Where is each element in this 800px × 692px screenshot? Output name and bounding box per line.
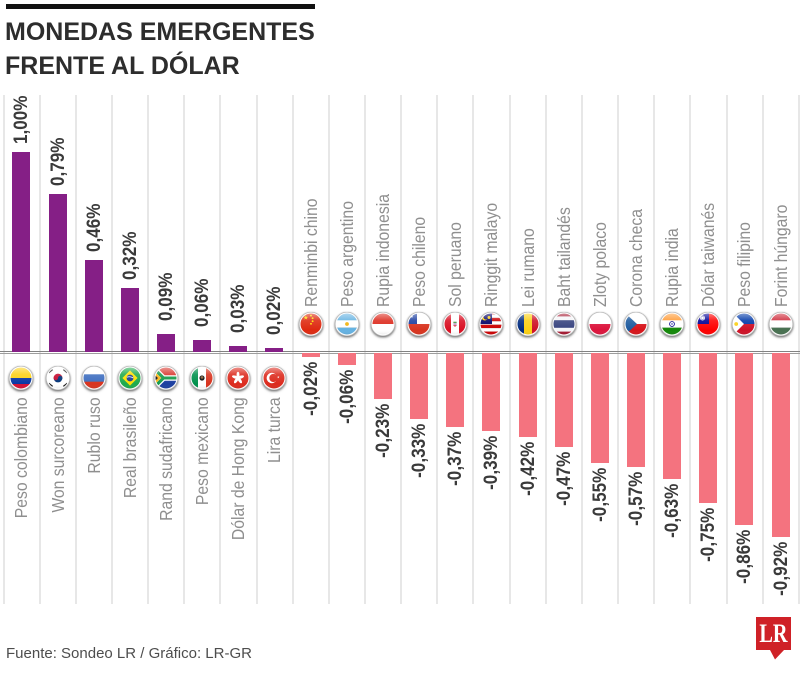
svg-text:LR: LR (759, 620, 788, 649)
